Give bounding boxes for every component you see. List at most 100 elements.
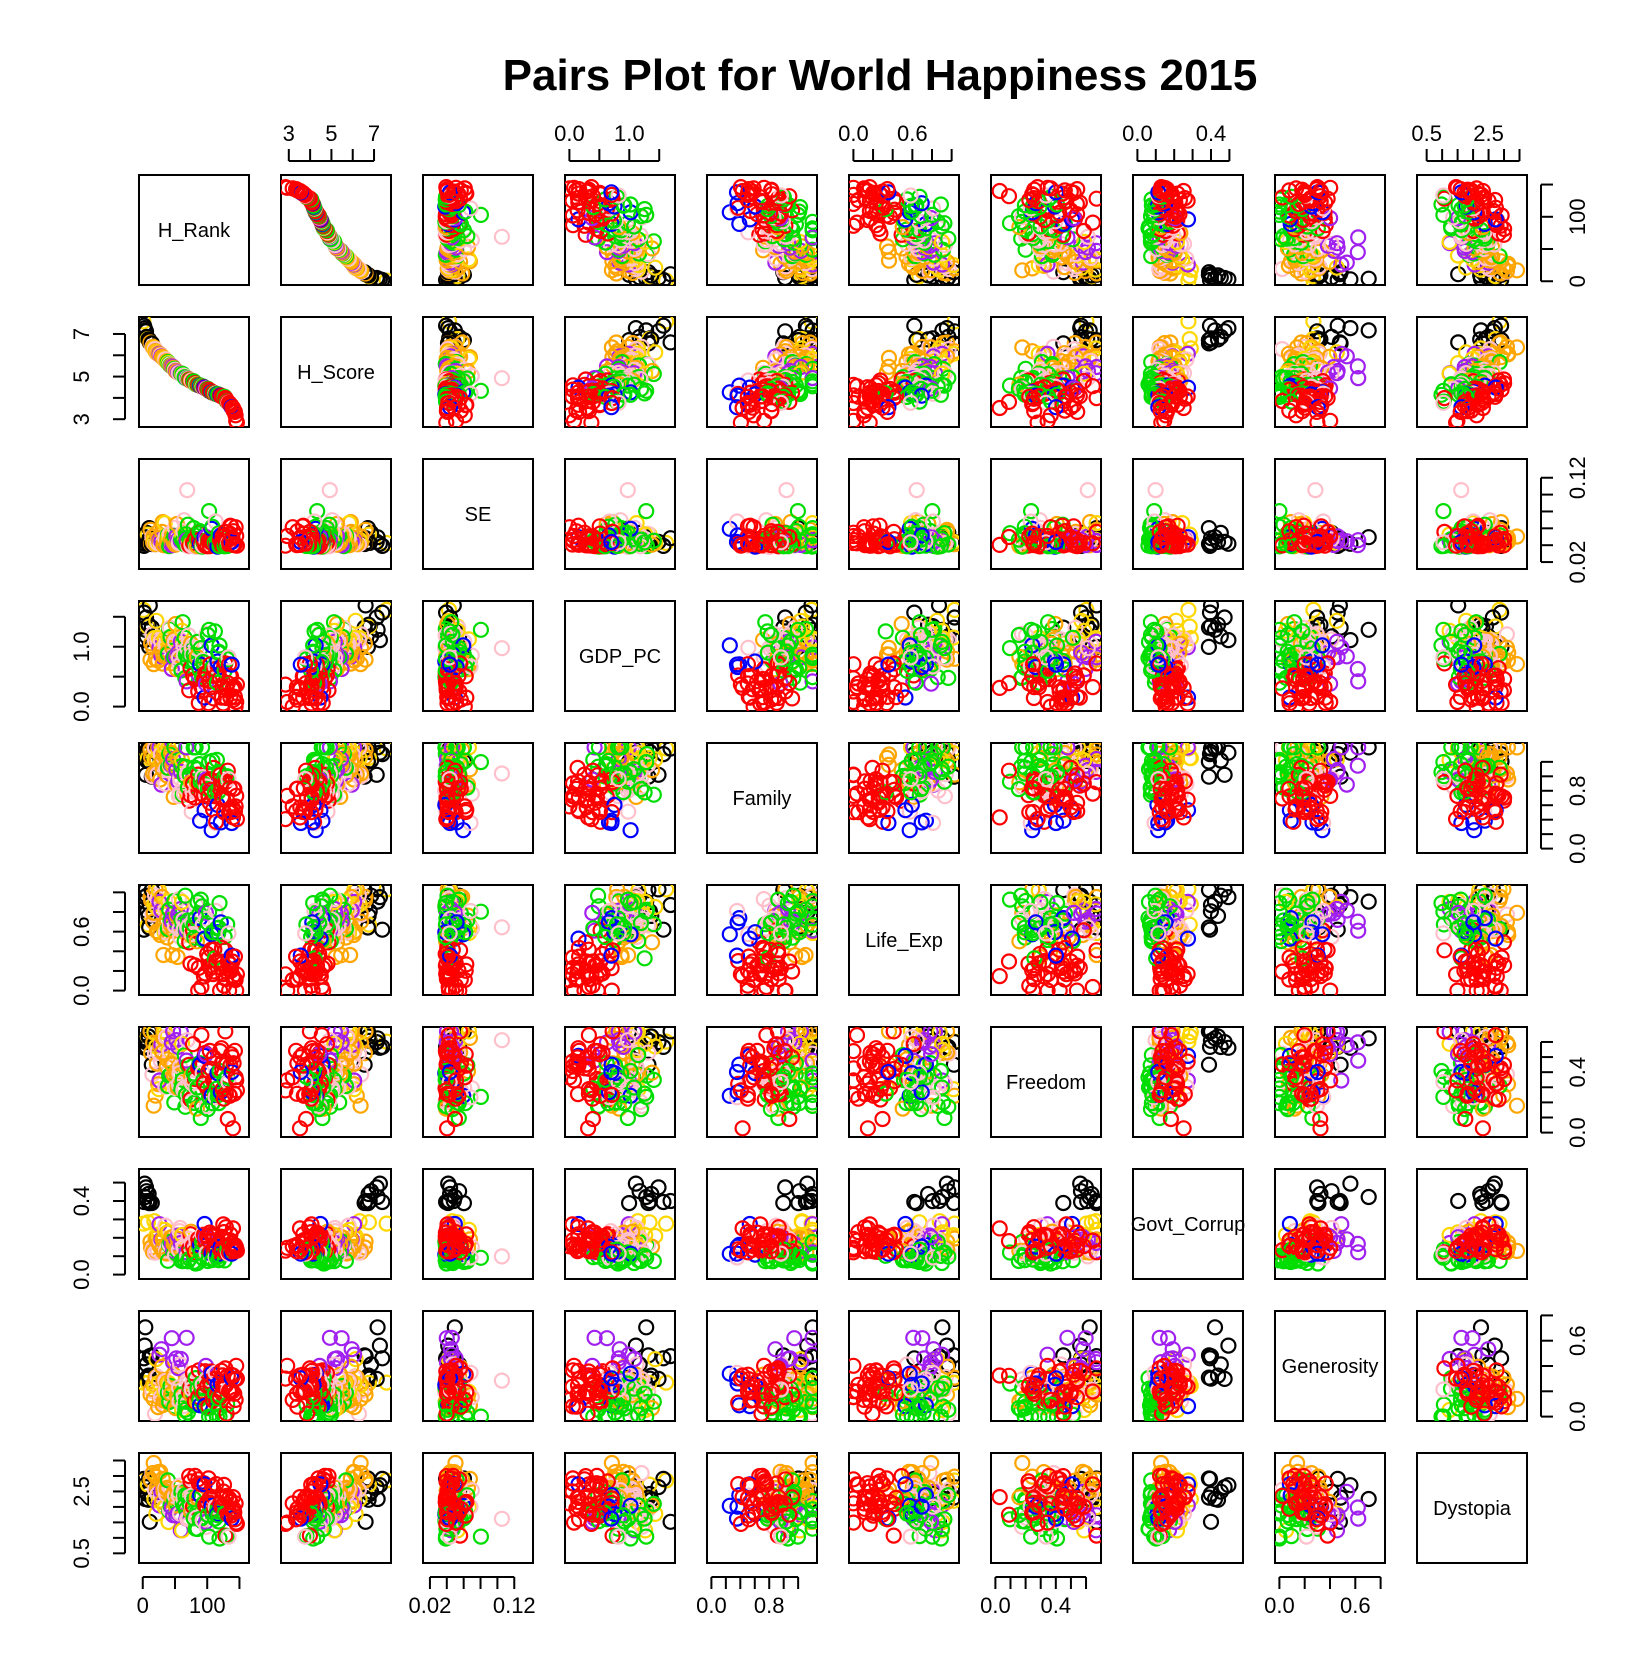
data-point [472,621,489,638]
data-point [791,674,809,691]
data-point [645,532,662,549]
data-point [804,229,817,246]
data-point [1067,246,1084,263]
panel-SE-vs-SE: SE [422,458,534,570]
data-point [772,534,790,551]
data-point [284,180,301,197]
data-point [775,537,792,555]
data-point [1048,637,1066,654]
data-point [1084,214,1101,231]
data-point [174,614,191,631]
data-point [902,534,919,551]
data-point [879,536,896,553]
panel-points [1433,179,1526,285]
data-point [647,259,664,276]
data-point [1308,403,1325,420]
data-point [1449,527,1466,545]
data-point [1322,412,1339,427]
data-point [1220,320,1237,337]
data-point [1069,536,1086,553]
panel-SE-vs-Life_Exp [848,458,960,570]
panel-H_Rank-vs-Govt_Corrup [1132,174,1244,286]
data-point [745,180,762,197]
data-point [281,537,294,554]
panel-points [1275,317,1377,427]
data-point [1360,322,1377,339]
data-point [880,656,897,673]
data-point [924,513,942,530]
data-point [1322,527,1339,545]
panel-points [437,317,510,427]
data-point [141,601,158,614]
data-point [849,217,862,234]
data-point [228,527,245,545]
data-point [1026,678,1043,696]
panel-H_Rank-vs-Dystopia [1416,174,1528,286]
data-point [1000,528,1018,546]
panel-frame [706,174,818,286]
panel-GDP_PC-vs-H_Score [280,600,392,712]
data-point [1209,616,1227,633]
data-point [227,519,244,536]
data-point [1312,388,1329,405]
data-point [1209,267,1227,284]
panel-frame [564,600,676,712]
data-point [179,482,196,499]
data-point [1069,688,1086,706]
panel-H_Rank-vs-Freedom [990,174,1102,286]
panel-SE-vs-Family [706,458,818,570]
data-point [1435,187,1452,204]
data-point [438,414,455,427]
panel-frame [848,458,960,570]
data-point [569,202,586,219]
panel-H_Score-vs-Govt_Corrup [1132,316,1244,428]
panel-points [849,179,959,285]
panel-points [721,601,817,711]
data-point [861,676,878,693]
data-point [1001,639,1019,657]
data-point [493,640,510,657]
data-point [565,527,583,545]
panel-points [1140,317,1237,427]
data-point [1029,676,1046,693]
data-point [1332,335,1349,352]
data-point [347,612,364,629]
panel-points [565,317,675,427]
data-point [447,179,465,196]
data-point [281,676,294,693]
data-point [887,193,905,211]
data-point [1486,388,1504,405]
panel-points [437,179,510,285]
data-point [441,656,459,673]
data-point [878,238,896,255]
data-point [228,537,245,554]
data-point [457,397,474,414]
data-point [755,179,773,196]
data-point [1450,334,1467,351]
data-point [1476,516,1493,533]
data-point [804,526,817,543]
data-point [1088,523,1101,540]
data-point [781,674,798,692]
data-point [580,181,598,198]
data-point [1468,407,1485,424]
data-point [1029,537,1046,554]
data-point [447,693,465,711]
variable-label: H_Score [297,362,375,384]
data-point [804,213,817,230]
panel-points [721,482,817,556]
panel-H_Score-vs-SE [422,316,534,428]
data-point [732,676,750,693]
data-point [223,656,240,673]
data-point [803,601,817,614]
data-point [1313,518,1330,535]
data-point [763,678,780,696]
data-point [140,616,157,633]
data-point [565,519,578,536]
data-point [493,370,510,387]
data-point [789,621,807,638]
data-point [583,414,600,427]
panel-points [1140,482,1237,556]
data-point [763,181,780,198]
data-point [1435,503,1452,520]
